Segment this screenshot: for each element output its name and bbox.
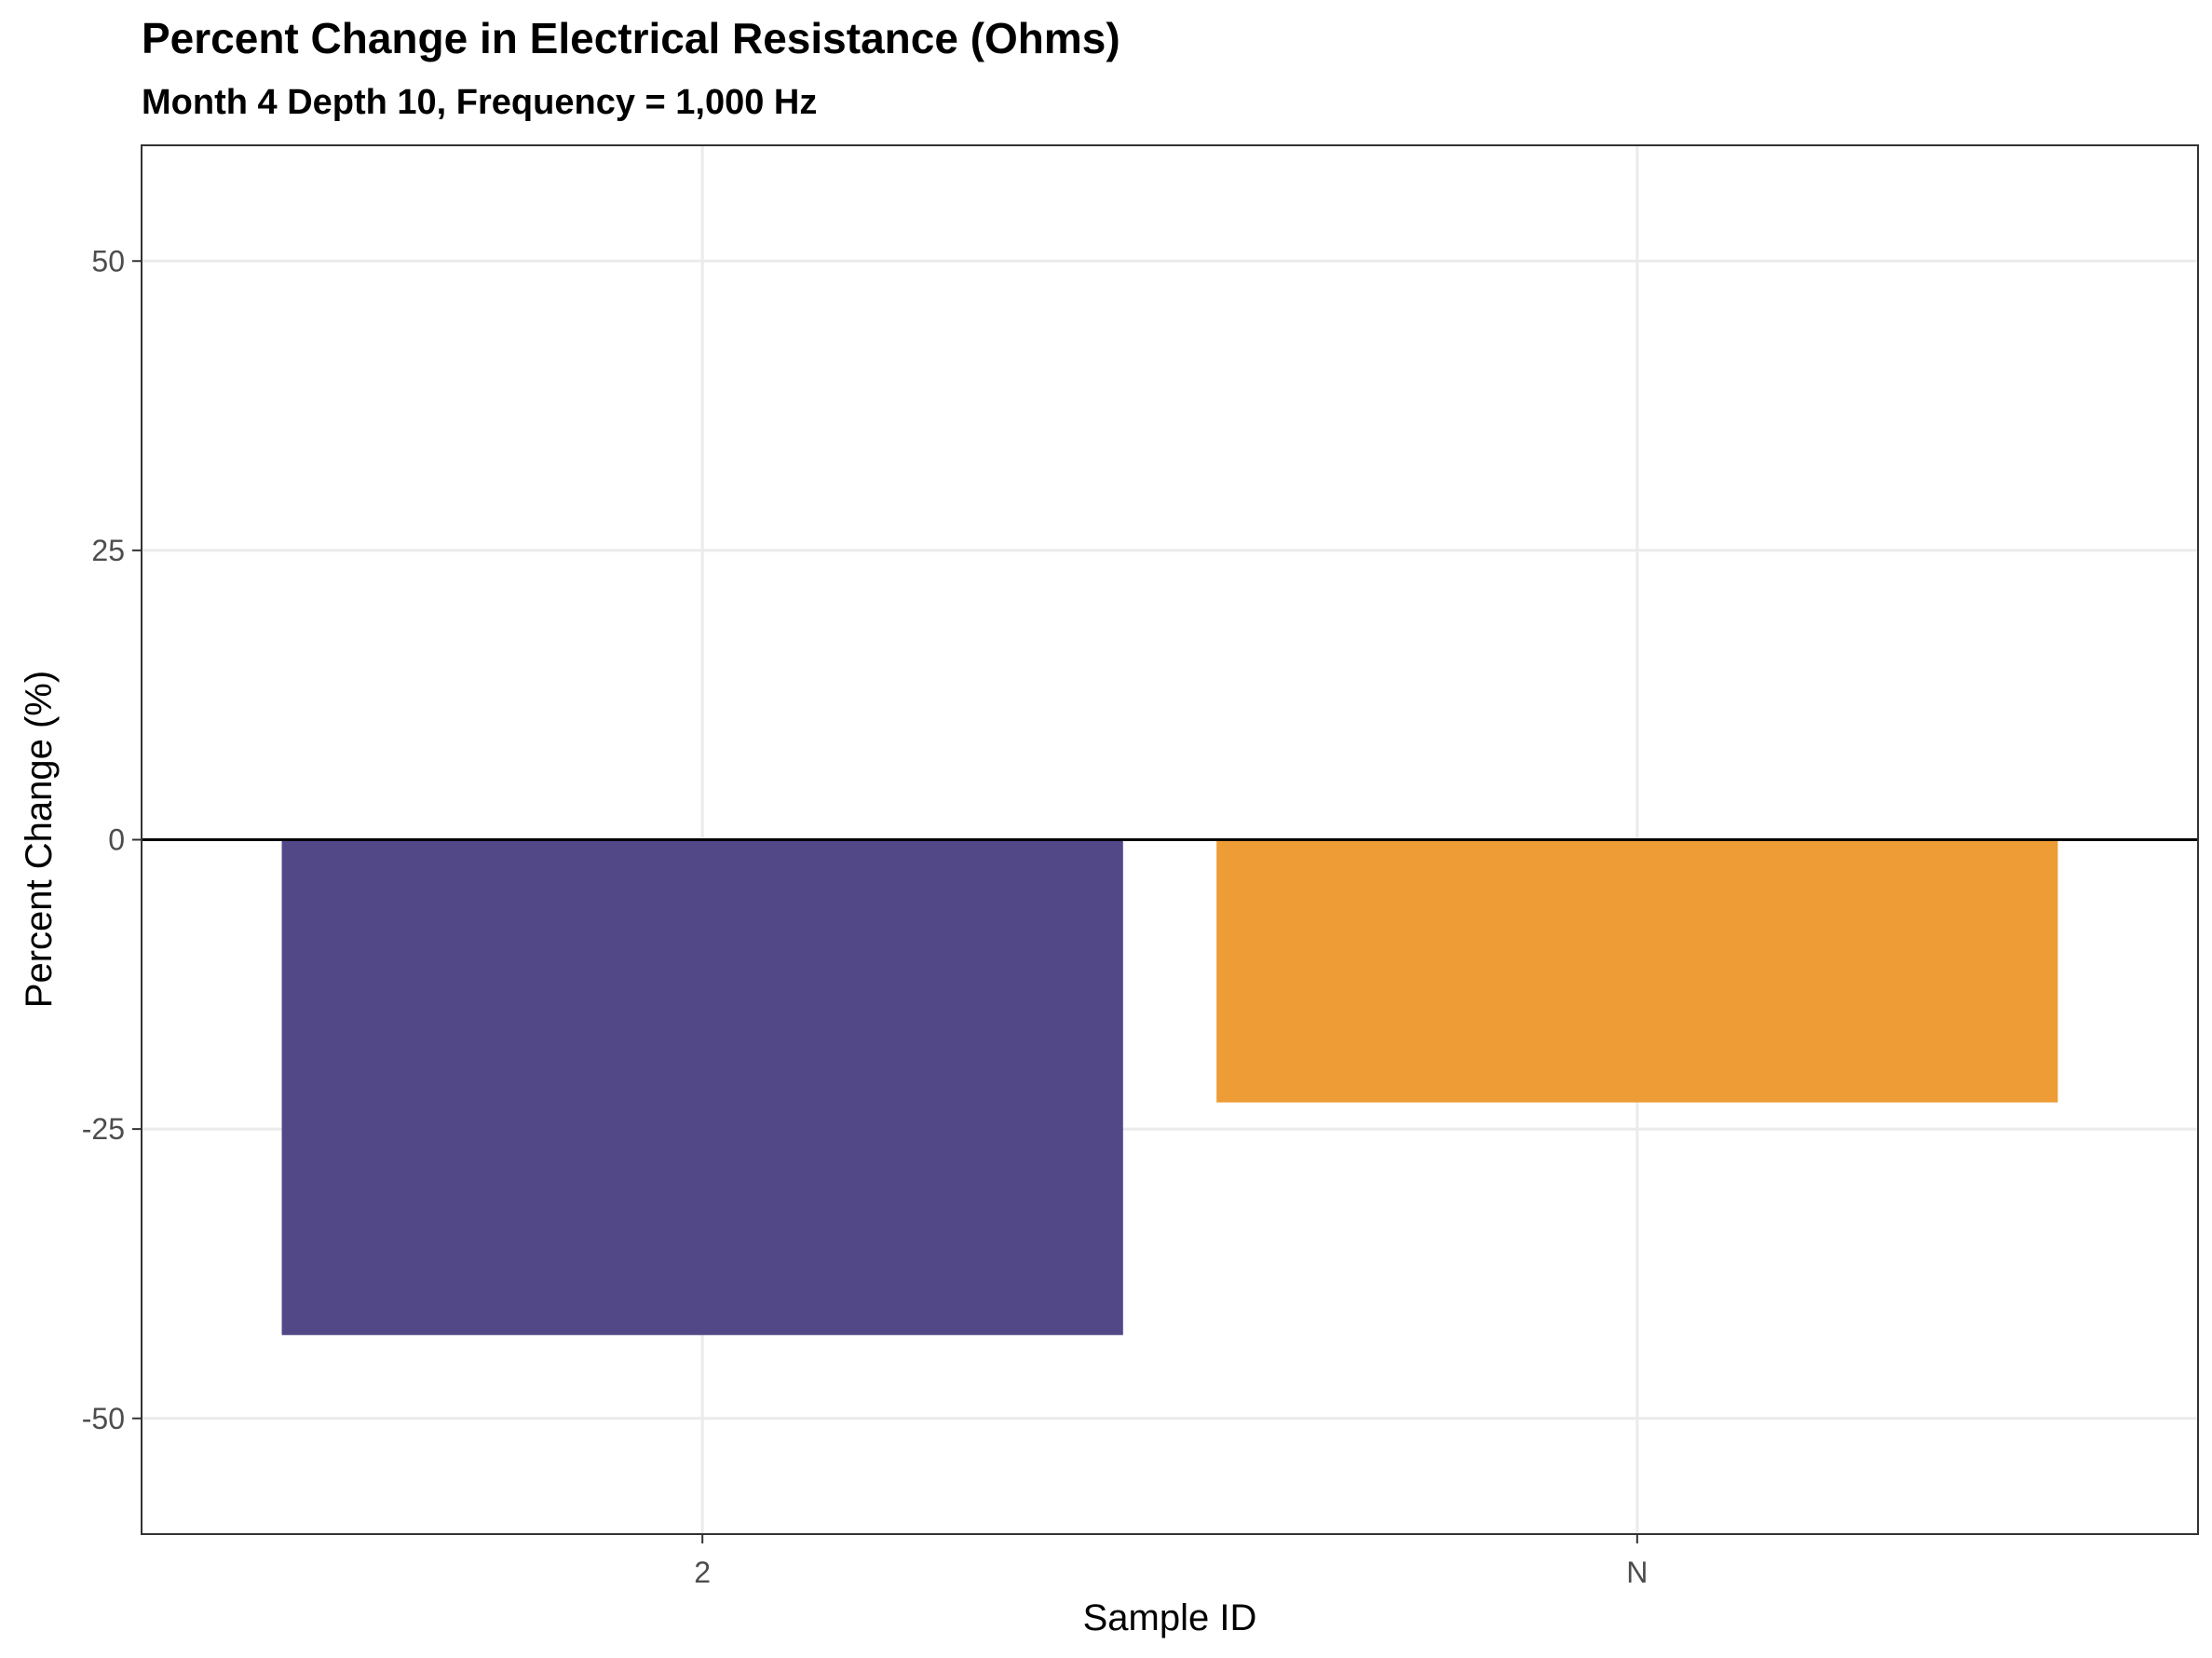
x-axis-title: Sample ID bbox=[1083, 1597, 1257, 1638]
chart-title: Percent Change in Electrical Resistance … bbox=[142, 14, 1120, 62]
chart-subtitle: Month 4 Depth 10, Frequency = 1,000 Hz bbox=[142, 83, 817, 122]
bar-2 bbox=[281, 839, 1123, 1336]
bars bbox=[281, 839, 2058, 1336]
y-tick-label: 25 bbox=[91, 534, 125, 567]
x-tick-label: N bbox=[1626, 1556, 1648, 1589]
y-axis: -50 -25 0 25 50 bbox=[82, 244, 142, 1435]
x-tick-label: 2 bbox=[694, 1556, 711, 1589]
y-tick-label: 0 bbox=[108, 823, 125, 857]
y-tick-label: -25 bbox=[82, 1112, 125, 1146]
y-tick-label: -50 bbox=[82, 1402, 125, 1435]
bar-n bbox=[1216, 839, 2058, 1103]
y-tick-label: 50 bbox=[91, 244, 125, 278]
y-axis-title: Percent Change (%) bbox=[19, 671, 60, 1008]
